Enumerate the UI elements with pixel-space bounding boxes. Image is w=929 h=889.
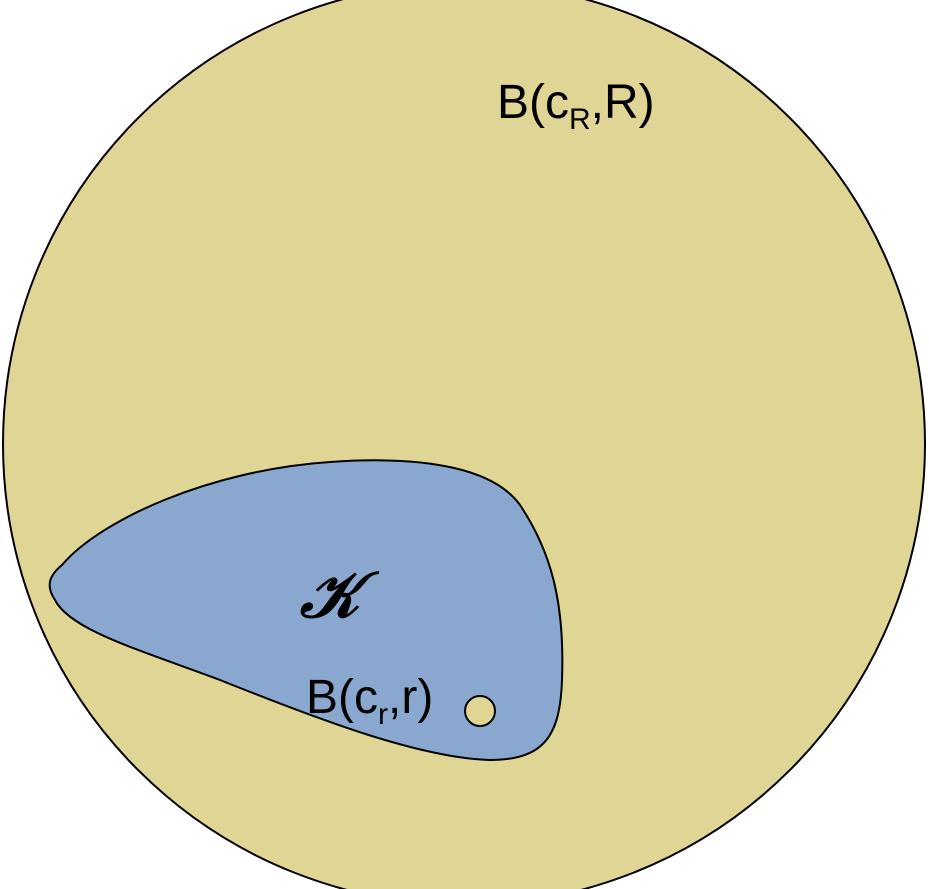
outer-ball-label-prefix: B(c [497, 76, 569, 129]
inner-ball-label-prefix: B(c [306, 671, 378, 724]
inner-ball-label-subscript: r [378, 698, 388, 731]
outer-ball-label-subscript: R [569, 103, 591, 136]
inner-ball-label: B(cr,r) [306, 671, 433, 731]
inner-ball-label-suffix: ,r) [388, 671, 433, 724]
outer-ball-label-suffix: ,R) [591, 76, 655, 129]
set-k-region [48, 459, 564, 762]
inner-ball [464, 695, 496, 727]
outer-ball-label: B(cR,R) [497, 76, 655, 136]
